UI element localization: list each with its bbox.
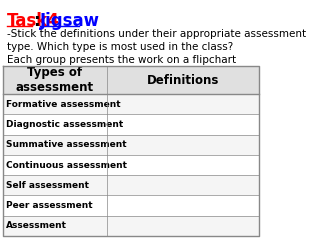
Text: -Stick the definitions under their appropriate assessment: -Stick the definitions under their appro… <box>7 29 306 39</box>
Bar <box>3 175 260 195</box>
Text: type. Which type is most used in the class?: type. Which type is most used in the cla… <box>7 42 233 52</box>
Text: Self assessment: Self assessment <box>6 181 89 190</box>
Text: Diagnostic assessment: Diagnostic assessment <box>6 120 123 129</box>
Text: Continuous assessment: Continuous assessment <box>6 161 127 169</box>
Bar <box>3 94 260 114</box>
Text: :: : <box>34 12 46 30</box>
Bar <box>3 195 260 216</box>
Bar <box>3 66 260 94</box>
Text: Types of
assessment: Types of assessment <box>16 66 94 94</box>
Text: Peer assessment: Peer assessment <box>6 201 92 210</box>
Bar <box>3 66 260 236</box>
Text: Each group presents the work on a flipchart: Each group presents the work on a flipch… <box>7 55 236 65</box>
Bar <box>3 216 260 236</box>
Bar <box>3 114 260 135</box>
Text: Definitions: Definitions <box>147 73 219 86</box>
Text: Task4: Task4 <box>7 12 60 30</box>
Text: Assessment: Assessment <box>6 221 67 230</box>
Bar <box>3 135 260 155</box>
Text: Summative assessment: Summative assessment <box>6 140 126 149</box>
Bar <box>3 155 260 175</box>
Text: Jigsaw: Jigsaw <box>40 12 100 30</box>
Text: Formative assessment: Formative assessment <box>6 100 120 109</box>
